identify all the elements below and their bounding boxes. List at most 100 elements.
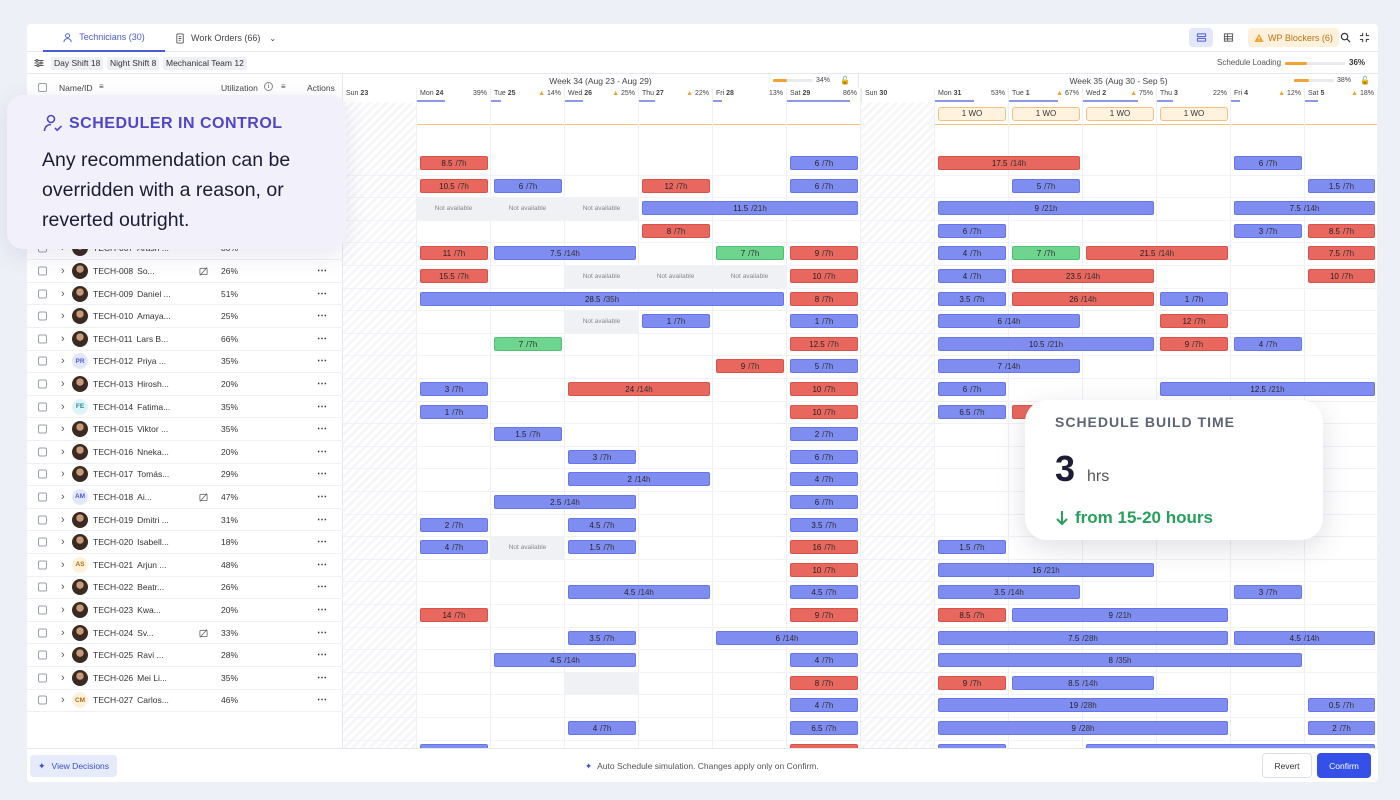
assignment-block[interactable]: 7.5/14h bbox=[494, 246, 636, 261]
assignment-block[interactable]: 7/7h bbox=[494, 336, 562, 351]
assignment-block[interactable]: 9/7h bbox=[790, 246, 858, 261]
timeline-view-button[interactable] bbox=[1189, 28, 1213, 47]
assignment-block[interactable]: 12.5/7h bbox=[790, 336, 858, 351]
table-row[interactable]: › TECH-019 Dmitri ... 31% ⋯ bbox=[27, 509, 343, 532]
sort-icon[interactable]: ≡ bbox=[99, 82, 104, 91]
assignment-block[interactable]: 7/7h bbox=[1012, 246, 1080, 261]
row-checkbox[interactable] bbox=[38, 560, 47, 570]
assignment-block[interactable]: 6/7h bbox=[938, 223, 1006, 238]
work-order-summary-badge[interactable]: 1 WO bbox=[1160, 107, 1228, 121]
assignment-block[interactable]: 3.5/14h bbox=[938, 585, 1080, 600]
assignment-block[interactable]: 3.5/7h bbox=[790, 517, 858, 532]
select-all-checkbox[interactable] bbox=[38, 83, 47, 92]
assignment-block[interactable]: 9/7h bbox=[790, 608, 858, 622]
assignment-block[interactable]: 6.5/7h bbox=[938, 404, 1006, 419]
row-actions-menu-icon[interactable]: ⋯ bbox=[317, 355, 328, 367]
assignment-block[interactable]: 4/7h bbox=[790, 472, 858, 487]
table-row[interactable]: › TECH-013 Hirosh... 20% ⋯ bbox=[27, 373, 343, 396]
assignment-block[interactable]: 7/14h bbox=[938, 359, 1080, 374]
chevron-right-icon[interactable]: › bbox=[61, 694, 65, 707]
assignment-block[interactable]: 6/7h bbox=[790, 495, 858, 509]
table-row[interactable]: › TECH-016 Nneka... 20% ⋯ bbox=[27, 441, 343, 464]
assignment-block[interactable]: 6/14h bbox=[938, 314, 1080, 329]
tab-work-orders[interactable]: Work Orders (66) ⌄ bbox=[175, 24, 276, 52]
row-actions-menu-icon[interactable]: ⋯ bbox=[317, 333, 328, 345]
table-view-button[interactable] bbox=[1216, 28, 1240, 47]
assignment-block[interactable]: 4/7h bbox=[790, 653, 858, 668]
assignment-block[interactable]: 4.5/7h bbox=[568, 517, 636, 532]
assignment-block[interactable]: 8.5/7h bbox=[1308, 223, 1375, 238]
name-column-header[interactable]: Name/ID bbox=[59, 83, 93, 93]
filter-chip-night-shift[interactable]: Night Shift 8 bbox=[107, 57, 160, 70]
revert-button[interactable]: Revert bbox=[1262, 753, 1312, 778]
table-row[interactable]: › PR TECH-012 Priya ... 35% ⋯ bbox=[27, 351, 343, 374]
assignment-block[interactable]: 6/14h bbox=[716, 630, 858, 645]
day-header[interactable]: Wed 2 ▲ 75% bbox=[1083, 88, 1157, 102]
row-checkbox[interactable] bbox=[38, 673, 47, 683]
chevron-right-icon[interactable]: › bbox=[61, 423, 65, 436]
table-row[interactable]: › TECH-009 Daniel ... 51% ⋯ bbox=[27, 283, 343, 306]
row-checkbox[interactable] bbox=[38, 356, 47, 366]
assignment-block[interactable]: 16/21h bbox=[938, 562, 1154, 577]
table-row[interactable]: › TECH-017 Tomás... 29% ⋯ bbox=[27, 464, 343, 487]
assignment-block[interactable]: 1.5/7h bbox=[938, 540, 1006, 555]
assignment-block[interactable]: 4/7h bbox=[568, 721, 636, 735]
assignment-block[interactable]: 19/28h bbox=[938, 698, 1228, 713]
assignment-block[interactable]: 28.5/35h bbox=[420, 291, 784, 306]
work-order-summary-badge[interactable]: 1 WO bbox=[938, 107, 1006, 121]
sort-icon[interactable]: ≡ bbox=[281, 82, 286, 91]
assignment-block[interactable]: 8.5/14h bbox=[1012, 675, 1154, 690]
assignment-block[interactable]: 9/28h bbox=[938, 721, 1228, 735]
assignment-block[interactable]: 4.5/7h bbox=[790, 585, 858, 600]
row-actions-menu-icon[interactable]: ⋯ bbox=[317, 423, 328, 435]
row-checkbox[interactable] bbox=[38, 402, 47, 412]
assignment-block[interactable]: 8/35h bbox=[938, 653, 1302, 668]
assignment-block[interactable]: 6/7h bbox=[938, 382, 1006, 396]
assignment-block[interactable]: 8/7h bbox=[790, 675, 858, 690]
view-decisions-button[interactable]: ✦ View Decisions bbox=[30, 755, 118, 777]
work-order-summary-badge[interactable]: 1 WO bbox=[1012, 107, 1080, 121]
assignment-block[interactable]: 5/7h bbox=[1012, 178, 1080, 193]
assignment-block[interactable]: 9/7h bbox=[938, 675, 1006, 690]
row-checkbox[interactable] bbox=[38, 582, 47, 592]
assignment-block[interactable]: 2/7h bbox=[1308, 721, 1375, 735]
table-row[interactable]: › AS TECH-021 Arjun ... 48% ⋯ bbox=[27, 554, 343, 577]
row-actions-menu-icon[interactable]: ⋯ bbox=[317, 491, 328, 503]
utilization-column-header[interactable]: Utilization bbox=[221, 83, 258, 93]
day-header[interactable]: Thu 3 22% bbox=[1157, 88, 1231, 102]
assignment-block[interactable]: 4.5/14h bbox=[1234, 630, 1375, 645]
row-actions-menu-icon[interactable]: ⋯ bbox=[317, 468, 328, 480]
table-row[interactable]: › TECH-022 Beatr... 26% ⋯ bbox=[27, 577, 343, 600]
row-checkbox[interactable] bbox=[38, 628, 47, 638]
assignment-block[interactable]: 7.5/7h bbox=[1308, 246, 1375, 261]
assignment-block[interactable]: 1.5/7h bbox=[1308, 178, 1375, 193]
day-header[interactable]: Mon 24 39% bbox=[417, 88, 491, 102]
row-actions-menu-icon[interactable]: ⋯ bbox=[317, 581, 328, 593]
chevron-right-icon[interactable]: › bbox=[61, 626, 65, 639]
chevron-right-icon[interactable]: › bbox=[61, 603, 65, 616]
assignment-block[interactable]: 4.5/14h bbox=[494, 653, 636, 668]
row-actions-menu-icon[interactable]: ⋯ bbox=[317, 694, 328, 706]
row-checkbox[interactable] bbox=[38, 311, 47, 321]
row-actions-menu-icon[interactable]: ⋯ bbox=[317, 559, 328, 571]
row-checkbox[interactable] bbox=[38, 492, 47, 502]
table-row[interactable]: › TECH-024 Sv... 33% ⋯ bbox=[27, 622, 343, 645]
table-row[interactable]: › TECH-008 So... 26% ⋯ bbox=[27, 260, 343, 283]
assignment-block[interactable]: 11.5/21h bbox=[642, 201, 858, 216]
assignment-block[interactable]: 3/7h bbox=[1234, 585, 1302, 600]
row-actions-menu-icon[interactable]: ⋯ bbox=[317, 604, 328, 616]
chevron-right-icon[interactable]: › bbox=[61, 445, 65, 458]
assignment-block[interactable]: 4/7h bbox=[790, 698, 858, 713]
row-checkbox[interactable] bbox=[38, 424, 47, 434]
row-checkbox[interactable] bbox=[38, 537, 47, 547]
wp-blockers-button[interactable]: WP Blockers (6) bbox=[1248, 28, 1339, 47]
table-row[interactable]: › CM TECH-027 Carlos... 46% ⋯ bbox=[27, 690, 343, 713]
assignment-block[interactable]: 4/7h bbox=[420, 540, 488, 555]
row-checkbox[interactable] bbox=[38, 334, 47, 344]
chevron-right-icon[interactable]: › bbox=[61, 581, 65, 594]
assignment-block[interactable]: 26/14h bbox=[1012, 291, 1154, 306]
table-row[interactable]: › TECH-011 Lars B... 66% ⋯ bbox=[27, 328, 343, 351]
assignment-block[interactable]: 3/7h bbox=[1234, 223, 1302, 238]
unlock-icon[interactable]: 🔓 bbox=[1360, 76, 1370, 85]
row-actions-menu-icon[interactable]: ⋯ bbox=[317, 627, 328, 639]
